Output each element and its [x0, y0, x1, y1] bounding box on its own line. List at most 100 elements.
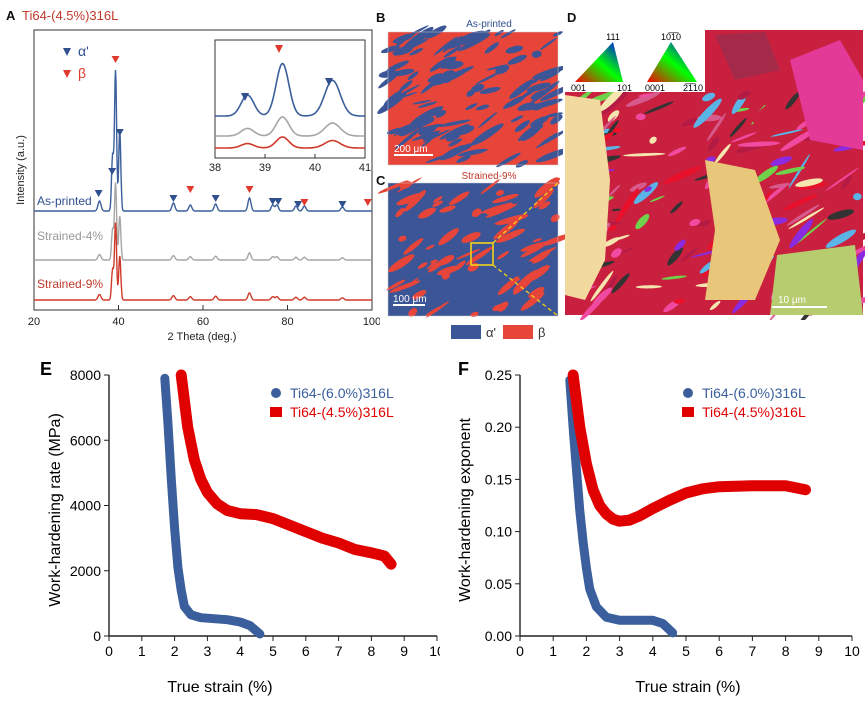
beta-peak-marker [186, 186, 195, 193]
zoom-box [470, 242, 494, 266]
xtick-label: 8 [782, 643, 790, 659]
grain [492, 193, 519, 204]
grain [737, 141, 780, 147]
grain [538, 201, 551, 210]
legend-marker-ti64-6 [683, 388, 693, 398]
grain-austenite [790, 40, 863, 150]
panel-d-ipf-map: D 111 001 101 10̅1̅0 0001 2̅1̅10 10 μm [565, 10, 865, 320]
grain [428, 258, 447, 273]
alpha-peak-marker [94, 190, 103, 197]
grain [435, 110, 447, 118]
data-point [206, 491, 209, 494]
grain [769, 183, 791, 189]
grain [513, 269, 538, 293]
grain [540, 233, 568, 247]
beta-peak-marker [111, 56, 120, 63]
inset-beta-marker [275, 45, 283, 53]
ipf1-left: 001 [571, 83, 586, 93]
ytick-label: 0.10 [485, 524, 512, 540]
grain [644, 186, 652, 192]
grain [762, 182, 789, 205]
ytick-label: 4000 [70, 498, 101, 514]
xtick-label: 8 [368, 643, 376, 659]
grain [496, 152, 521, 168]
grain [395, 35, 409, 47]
phase-map-strained-9 [377, 177, 568, 318]
grain [439, 119, 471, 127]
grain [448, 138, 463, 147]
xtick-label: 80 [281, 316, 293, 328]
grain [714, 143, 731, 164]
xtick-label: 4 [236, 643, 244, 659]
beta-phase-label: β [538, 325, 545, 340]
grain [377, 180, 409, 194]
grain [526, 82, 551, 92]
data-point [271, 517, 275, 520]
grain [788, 153, 810, 189]
grain [517, 102, 536, 112]
inset-xtick-label: 39 [259, 162, 271, 174]
alpha-phase-swatch [451, 325, 481, 339]
grain [470, 123, 504, 146]
data-point [578, 426, 581, 429]
ipf-triangle-hex [647, 42, 697, 82]
grain [649, 195, 665, 203]
grain [407, 71, 419, 81]
grain-austenite [705, 160, 780, 300]
ipf-triangle-cubic [575, 42, 623, 82]
alpha-peak-marker [268, 198, 277, 205]
map-frame [387, 182, 559, 317]
grain [673, 298, 686, 304]
grain [391, 68, 415, 77]
grain [785, 91, 800, 110]
grain [421, 137, 434, 148]
grain [496, 189, 504, 196]
data-point [199, 616, 203, 619]
beta-peak-marker [245, 186, 254, 193]
data-point [248, 624, 252, 627]
grain [475, 104, 490, 111]
inset-xtick-label: 41 [359, 162, 371, 174]
chart-e-ylabel: Work-hardening rate (MPa) [47, 413, 64, 607]
grain [789, 219, 814, 249]
grain [813, 228, 841, 252]
panel-letter-b: B [376, 10, 385, 25]
grain [471, 208, 482, 218]
grain [485, 203, 518, 218]
panel-b-scale: 200 μm [394, 144, 428, 155]
beta-peak-marker [363, 199, 372, 206]
data-point [598, 504, 601, 507]
grain [670, 201, 683, 214]
grain [510, 115, 524, 123]
grain [496, 228, 526, 243]
grain [418, 101, 438, 108]
panel-e-chart: E 0 1 2 3 4 5 6 7 8 9 10 0 2000 4000 6000 8000 True str… [40, 359, 440, 696]
inset-xticks: 38 39 40 41 [209, 154, 371, 174]
inset-alpha-marker [241, 93, 249, 101]
grain-austenite [565, 95, 610, 300]
ytick-label: 8000 [70, 367, 101, 383]
ipf2-left: 0001 [645, 83, 665, 93]
grain [478, 111, 498, 128]
data-point [684, 491, 688, 495]
grain [708, 136, 720, 152]
grain [539, 37, 557, 50]
panel-a-xrd: A Ti64-(4.5%)316L Intensity (a.u.) 2 The… [6, 8, 380, 343]
alpha-peak-marker [169, 195, 178, 202]
panel-b-title: As-printed [466, 19, 512, 30]
alpha-peak-marker [108, 168, 117, 175]
grain [661, 275, 687, 280]
grain [399, 80, 413, 92]
grain [433, 196, 443, 203]
alpha-peak-marker [338, 201, 347, 208]
xtick-label: 40 [112, 316, 124, 328]
xtick-label: 2 [583, 643, 591, 659]
grain [412, 289, 427, 300]
grain [457, 148, 488, 157]
grain [608, 224, 617, 232]
grain [635, 113, 646, 121]
grain [608, 184, 621, 197]
xtick-label: 20 [28, 316, 40, 328]
xtick-label: 4 [649, 643, 657, 659]
grain [633, 182, 659, 204]
